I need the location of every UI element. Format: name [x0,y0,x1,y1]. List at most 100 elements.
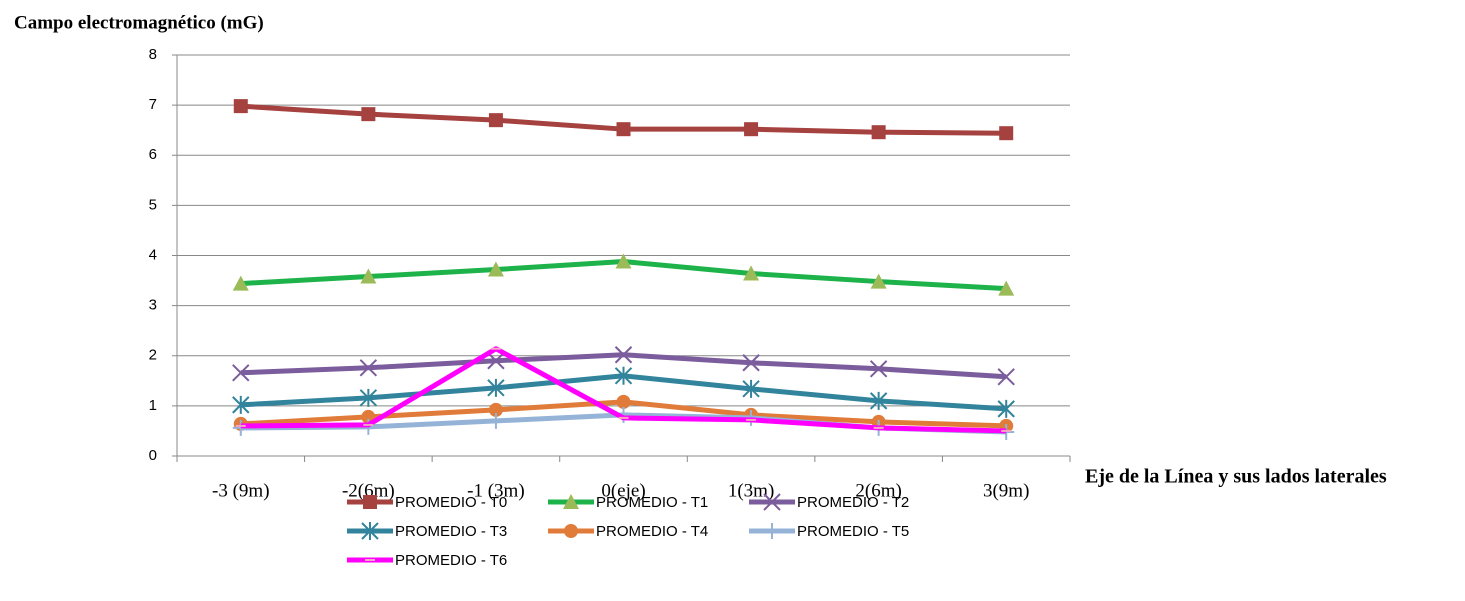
marker [359,359,378,377]
marker-shape [744,122,759,137]
marker-shape [487,412,504,429]
marker [361,107,376,122]
marker-shape [869,360,888,378]
marker-shape [616,122,631,137]
marker-shape [998,280,1015,296]
marker-shape [360,268,377,284]
marker-shape [359,359,378,377]
marker [488,402,503,417]
y-tick-label: 4 [149,246,157,263]
marker-shape [361,522,379,540]
marker [997,368,1015,386]
legend-label: PROMEDIO - T0 [395,494,507,511]
y-tick-label: 1 [149,397,157,414]
marker [870,273,887,289]
marker-shape [870,273,887,289]
marker [487,261,504,277]
marker [742,379,760,398]
y-tick-label: 2 [149,347,157,364]
marker [743,265,760,281]
marker [744,122,759,137]
marker-shape [564,524,578,538]
marker [742,354,760,372]
marker [616,394,631,409]
marker [487,378,505,397]
marker [869,391,888,410]
marker [999,126,1014,141]
x-tick-label: 2(6m) [855,480,901,501]
marker [363,495,377,509]
marker [563,494,579,509]
marker [232,275,249,291]
legend-label: PROMEDIO - T2 [797,494,909,511]
marker [614,346,633,364]
marker-shape [487,261,504,277]
marker [488,113,503,128]
marker [616,122,631,137]
marker-shape [361,107,376,122]
marker-shape [615,253,632,269]
marker-shape [871,125,886,140]
marker-shape [616,394,631,409]
marker-shape [359,388,378,407]
marker-shape [997,399,1015,418]
marker-shape [232,395,250,414]
marker-shape [487,378,505,397]
marker-shape [488,402,503,417]
marker [564,524,578,538]
marker-shape [742,379,760,398]
y-tick-label: 8 [149,46,157,63]
marker-shape [614,346,633,364]
marker [233,99,248,114]
marker-shape [232,364,250,382]
marker [763,493,781,511]
x-tick-label: 0(eje) [601,480,645,501]
marker [998,280,1015,296]
marker [360,268,377,284]
marker [764,523,780,539]
marker [487,352,505,370]
y-tick-label: 0 [149,447,157,464]
legend-label: PROMEDIO - T3 [395,523,507,540]
marker-shape [487,352,505,370]
marker-shape [763,493,781,511]
x-tick-label: -2(6m) [342,480,395,501]
marker-shape [764,523,780,539]
marker-shape [997,368,1015,386]
marker-shape [363,495,377,509]
legend-label: PROMEDIO - T1 [596,494,708,511]
marker [871,125,886,140]
y-tick-label: 7 [149,96,157,113]
x-tick-label: -1 (3m) [467,480,525,501]
y-tick-label: 5 [149,196,157,213]
marker [232,395,250,414]
marker [997,399,1015,418]
marker-shape [742,354,760,372]
marker [615,253,632,269]
marker-shape [999,126,1014,141]
x-tick-label: -3 (9m) [212,480,270,501]
marker [232,364,250,382]
marker [614,366,633,385]
y-tick-label: 6 [149,146,157,163]
y-tick-label: 3 [149,297,157,314]
legend-label: PROMEDIO - T4 [596,523,708,540]
legend-label: PROMEDIO - T6 [395,552,507,569]
marker-shape [488,113,503,128]
marker-shape [232,275,249,291]
x-tick-label: 3(9m) [983,480,1029,501]
marker-shape [869,391,888,410]
marker-shape [614,366,633,385]
x-axis-label: Eje de la Línea y sus lados laterales [1085,466,1387,488]
marker [361,522,379,540]
marker-shape [563,494,579,509]
marker [359,388,378,407]
marker-shape [743,265,760,281]
marker-shape [233,99,248,114]
chart-title: Campo electromagnético (mG) [14,12,264,33]
x-tick-label: 1(3m) [728,480,774,501]
legend-label: PROMEDIO - T5 [797,523,909,540]
marker [869,360,888,378]
marker [487,412,504,429]
